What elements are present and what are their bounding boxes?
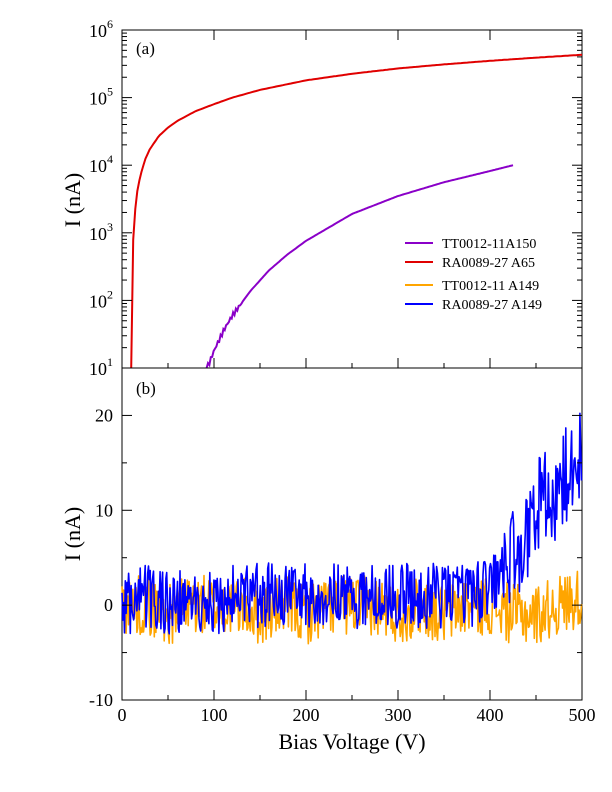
- x-tick-label: 200: [293, 705, 320, 725]
- panel-a-ytick-label: 105: [89, 85, 113, 109]
- series-line-ra0089-27-a65: [130, 53, 583, 369]
- panel-a-series: [130, 53, 583, 369]
- legend-label-tt0012-a150: TT0012-11A150: [442, 237, 536, 252]
- series-line-ra0089-27-a149: [121, 412, 583, 635]
- panel-b-ytick-label: 20: [95, 405, 113, 425]
- panel-a-ytick-label: 104: [89, 152, 113, 176]
- panel-b-ytick-label: 0: [104, 595, 113, 615]
- panel-a-ylabel: I (nA): [60, 173, 85, 227]
- x-axis-label: Bias Voltage (V): [278, 729, 425, 754]
- x-tick-label: 500: [569, 705, 596, 725]
- x-tick-label: 400: [477, 705, 504, 725]
- x-tick-label: 0: [118, 705, 127, 725]
- panel-a-frame: [121, 29, 583, 369]
- panel-b-label: (b): [136, 379, 156, 398]
- legend-label-ra0089-a149: RA0089-27 A149: [442, 298, 542, 313]
- legend-label-tt0012-a149: TT0012-11 A149: [442, 279, 539, 294]
- panel-b-series: [121, 412, 583, 645]
- panel-a-label: (a): [136, 39, 155, 58]
- panel-b-ytick-label: -10: [89, 690, 113, 710]
- panel-b-ylabel: I (nA): [60, 507, 85, 561]
- legend: TT0012-11A150 RA0089-27 A65 TT0012-11 A1…: [405, 237, 542, 313]
- panel-a-ytick-label: 102: [89, 287, 113, 311]
- legend-label-ra0089-a65: RA0089-27 A65: [442, 256, 535, 271]
- panel-a-ytick-label: 103: [89, 220, 113, 244]
- x-tick-label: 100: [201, 705, 228, 725]
- series-line-tt0012-11a150: [205, 164, 514, 369]
- panel-a-ytick-label: 106: [89, 17, 113, 41]
- panel-a-ytick-label: 101: [89, 355, 113, 379]
- panel-a-ticks: 101 102 103 104 105 106: [89, 17, 583, 379]
- panel-b-ytick-label: 10: [95, 500, 113, 520]
- x-tick-label: 300: [385, 705, 412, 725]
